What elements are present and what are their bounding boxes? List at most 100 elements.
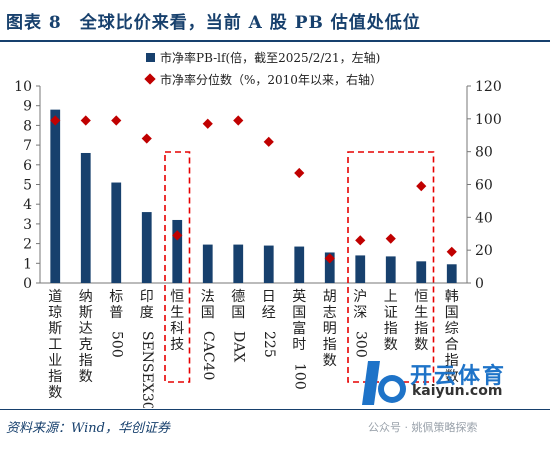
category-label: 印 bbox=[140, 289, 154, 305]
tick-label-left: 4 bbox=[23, 197, 32, 213]
category-label: 时 bbox=[292, 337, 306, 353]
source-note: 资料来源：Wind，华创证券 bbox=[6, 421, 170, 436]
category-label: 指 bbox=[48, 369, 62, 385]
percentile-marker bbox=[263, 136, 274, 147]
tick-label-left: 5 bbox=[23, 178, 32, 194]
tick-label-left: 8 bbox=[23, 118, 32, 134]
category-label: 纳 bbox=[79, 289, 93, 305]
category-label: 恒 bbox=[170, 289, 184, 305]
category-label: CAC40 bbox=[200, 331, 216, 380]
bar bbox=[50, 109, 61, 283]
category-label: 国 bbox=[445, 305, 459, 321]
wechat-credit: 公众号 · 姚佩策略探索 bbox=[368, 421, 478, 434]
category-label: 科 bbox=[170, 321, 184, 337]
percentile-marker bbox=[111, 115, 122, 126]
percentile-marker bbox=[355, 235, 366, 246]
category-label: 指 bbox=[323, 337, 337, 353]
highlight-box bbox=[164, 151, 191, 383]
legend-label: 市净率PB-lf(倍，截至2025/2/21，左轴) bbox=[160, 50, 380, 65]
category-label: 指 bbox=[79, 353, 93, 369]
category-label: 胡 bbox=[323, 289, 337, 305]
category-label: 国 bbox=[201, 305, 215, 321]
legend-marker-swatch bbox=[144, 73, 156, 85]
percentile-marker bbox=[141, 133, 152, 144]
category-label: 合 bbox=[445, 337, 459, 353]
footer-divider bbox=[0, 409, 550, 410]
category-label: 工 bbox=[48, 337, 62, 353]
category-label: DAX bbox=[230, 331, 246, 362]
tick-label-left: 2 bbox=[23, 237, 32, 253]
category-label: 指 bbox=[414, 321, 428, 337]
category-label: 沪 bbox=[353, 289, 367, 305]
percentile-marker bbox=[324, 253, 335, 264]
bar bbox=[355, 255, 366, 283]
tick-label-right: 60 bbox=[475, 178, 493, 194]
bar bbox=[446, 264, 457, 283]
category-label: 富 bbox=[292, 320, 306, 337]
category-label: 数 bbox=[79, 369, 93, 385]
category-label: 500 bbox=[108, 331, 124, 358]
category-label: 深 bbox=[353, 305, 367, 321]
bar bbox=[385, 256, 396, 283]
category-label: 数 bbox=[48, 385, 62, 401]
category-label: 225 bbox=[261, 331, 277, 358]
category-label: 日 bbox=[262, 289, 276, 305]
category-label: 度 bbox=[140, 305, 154, 321]
category-label: 数 bbox=[323, 353, 337, 369]
category-label: 技 bbox=[170, 337, 184, 353]
category-label: 普 bbox=[109, 305, 123, 321]
watermark-logo-icon bbox=[362, 361, 406, 405]
title-bar: 图表 8 全球比价来看，当前 A 股 PB 估值处低位 bbox=[0, 0, 550, 40]
bar bbox=[202, 244, 213, 283]
title-divider bbox=[0, 40, 550, 42]
category-label: 法 bbox=[201, 289, 215, 305]
category-label: 经 bbox=[262, 305, 276, 321]
bar bbox=[324, 252, 335, 283]
tick-label-right: 120 bbox=[475, 79, 502, 95]
percentile-marker bbox=[202, 118, 213, 129]
watermark-domain: kaiyun.com bbox=[412, 383, 503, 399]
category-label: 琼 bbox=[48, 305, 62, 321]
bar bbox=[172, 219, 183, 283]
legend-label: 市净率分位数（%，2010年以来，右轴） bbox=[160, 72, 382, 87]
category-label: 道 bbox=[48, 289, 62, 305]
tick-label-left: 7 bbox=[23, 138, 32, 154]
bar bbox=[111, 182, 122, 283]
bar bbox=[233, 244, 244, 283]
tick-label-left: 10 bbox=[14, 79, 32, 95]
category-label: 生 bbox=[414, 305, 428, 321]
chart-title: 图表 8 全球比价来看，当前 A 股 PB 估值处低位 bbox=[6, 12, 421, 33]
tick-label-left: 3 bbox=[23, 217, 32, 233]
category-label: 指 bbox=[445, 353, 459, 369]
category-label: 恒 bbox=[414, 289, 428, 305]
percentile-marker bbox=[233, 115, 244, 126]
category-label: 标 bbox=[109, 289, 123, 305]
legend-bar-swatch bbox=[146, 53, 155, 62]
watermark-name: 开云体育 bbox=[410, 364, 507, 389]
category-label: 数 bbox=[445, 369, 459, 385]
category-label: 数 bbox=[414, 337, 428, 353]
tick-label-left: 9 bbox=[23, 99, 32, 115]
tick-label-right: 20 bbox=[475, 243, 493, 259]
bar bbox=[141, 212, 152, 283]
tick-label-right: 40 bbox=[475, 210, 493, 226]
tick-label-right: 100 bbox=[475, 112, 502, 128]
percentile-marker bbox=[416, 181, 427, 192]
bar bbox=[263, 245, 274, 283]
tick-label-right: 80 bbox=[475, 145, 493, 161]
percentile-marker bbox=[80, 115, 91, 126]
tick-label-right: 0 bbox=[475, 276, 484, 292]
highlight-box bbox=[347, 151, 435, 383]
bar bbox=[80, 152, 91, 283]
category-label: 国 bbox=[292, 305, 306, 321]
category-label: 上 bbox=[384, 289, 398, 305]
watermark: 开云体育 kaiyun.com bbox=[360, 355, 540, 415]
category-label: 100 bbox=[291, 363, 307, 390]
tick-label-left: 0 bbox=[23, 276, 32, 292]
category-label: 证 bbox=[384, 305, 398, 321]
category-label: 斯 bbox=[48, 321, 62, 337]
percentile-marker bbox=[446, 246, 457, 257]
category-label: 数 bbox=[384, 337, 398, 353]
tick-label-left: 1 bbox=[23, 256, 32, 272]
category-label: 业 bbox=[48, 353, 62, 369]
